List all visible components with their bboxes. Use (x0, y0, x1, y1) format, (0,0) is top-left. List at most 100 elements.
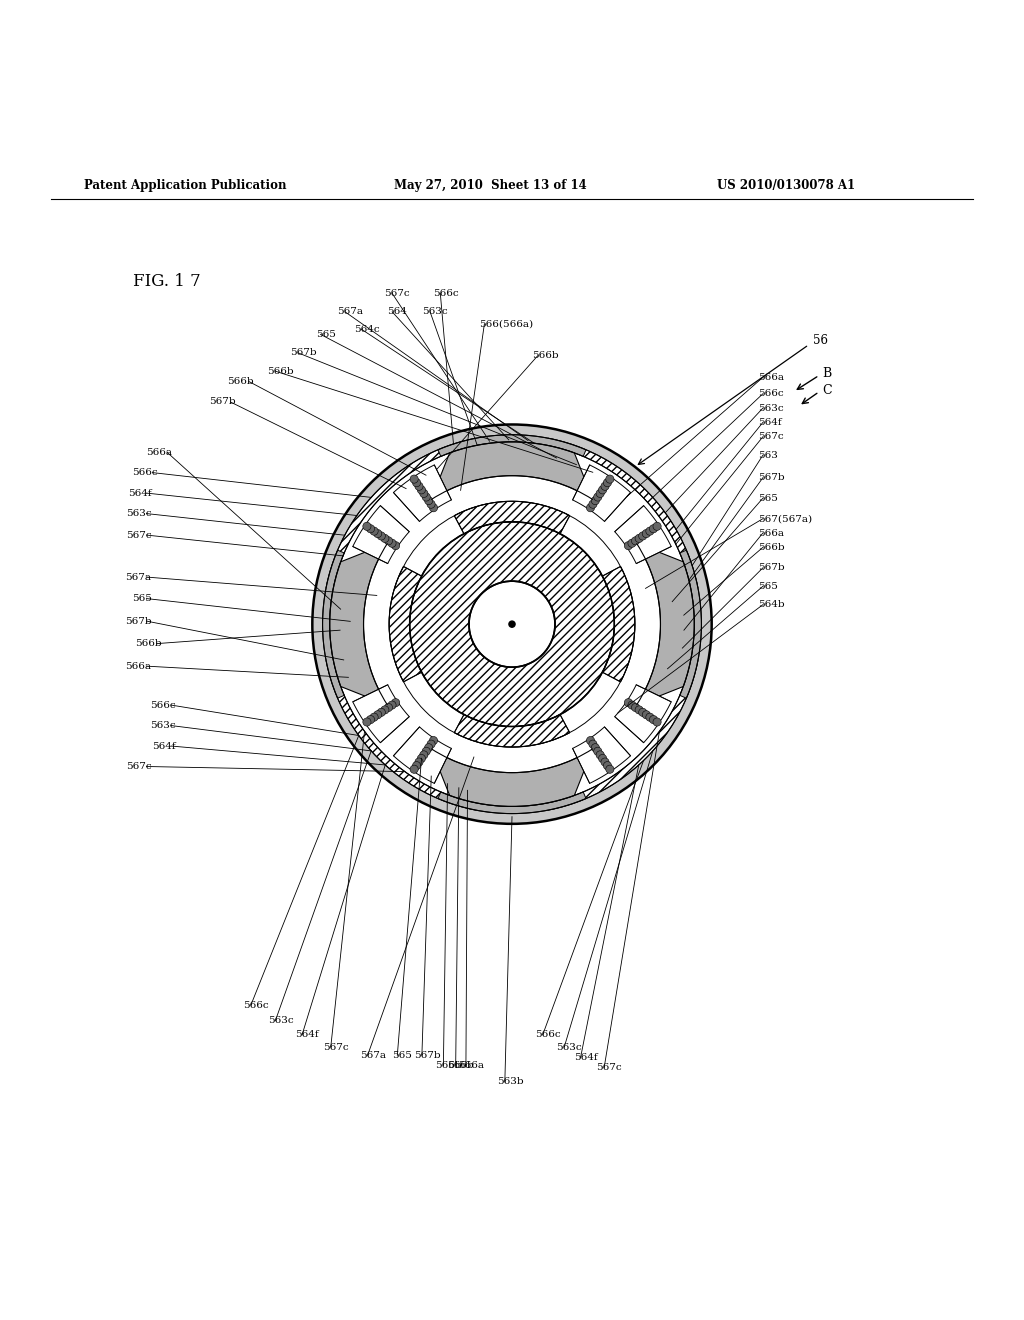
Polygon shape (602, 566, 635, 682)
Circle shape (388, 539, 396, 548)
Text: Patent Application Publication: Patent Application Publication (84, 180, 287, 191)
Text: 566c: 566c (758, 389, 783, 399)
Circle shape (377, 532, 385, 540)
Text: 566c: 566c (151, 701, 176, 710)
Circle shape (596, 751, 604, 759)
Polygon shape (323, 550, 344, 698)
Text: 566c: 566c (432, 289, 459, 298)
Circle shape (413, 762, 421, 770)
Polygon shape (455, 502, 569, 533)
Text: 564c: 564c (353, 325, 380, 334)
Text: 567c: 567c (323, 1043, 349, 1052)
Circle shape (427, 500, 435, 508)
Polygon shape (547, 659, 698, 810)
Circle shape (598, 755, 606, 763)
Circle shape (410, 766, 418, 774)
Circle shape (362, 718, 371, 726)
Circle shape (420, 490, 428, 498)
Polygon shape (389, 566, 422, 682)
Text: 567c: 567c (758, 432, 783, 441)
Circle shape (628, 701, 636, 709)
Text: May 27, 2010  Sheet 13 of 14: May 27, 2010 Sheet 13 of 14 (394, 180, 587, 191)
Text: 566b: 566b (532, 351, 559, 360)
Text: 565: 565 (132, 594, 152, 603)
Text: 567b: 567b (209, 397, 236, 407)
Circle shape (377, 709, 385, 717)
Text: 567c: 567c (596, 1063, 623, 1072)
Circle shape (639, 709, 647, 717)
Text: 563c: 563c (758, 404, 783, 413)
Circle shape (601, 758, 609, 766)
Text: 566b: 566b (435, 1061, 462, 1071)
Circle shape (370, 713, 378, 721)
Polygon shape (393, 465, 452, 521)
Text: 567c: 567c (126, 531, 152, 540)
Polygon shape (614, 506, 671, 564)
Polygon shape (572, 727, 631, 783)
Circle shape (391, 541, 399, 549)
Circle shape (596, 490, 604, 498)
Polygon shape (326, 659, 477, 810)
Circle shape (391, 698, 399, 706)
Text: 566c: 566c (132, 469, 158, 477)
Polygon shape (431, 442, 593, 500)
Circle shape (587, 504, 595, 512)
Circle shape (635, 706, 643, 714)
Text: FIG. 1 7: FIG. 1 7 (133, 273, 201, 289)
Text: 566b: 566b (135, 639, 162, 648)
Text: 563c: 563c (422, 308, 449, 317)
Circle shape (603, 479, 611, 487)
Polygon shape (680, 550, 701, 698)
Circle shape (384, 704, 392, 711)
Text: 563c: 563c (267, 1016, 294, 1024)
Circle shape (601, 482, 609, 490)
Circle shape (642, 529, 650, 537)
Polygon shape (614, 685, 671, 743)
Polygon shape (353, 506, 410, 564)
Circle shape (606, 475, 614, 483)
Text: 567c: 567c (384, 289, 411, 298)
Text: 566a: 566a (146, 447, 172, 457)
Circle shape (598, 486, 606, 494)
Circle shape (410, 521, 614, 726)
Text: 563b: 563b (497, 1077, 523, 1086)
Circle shape (589, 741, 597, 748)
Text: C: C (822, 384, 831, 397)
Polygon shape (353, 685, 410, 743)
Text: US 2010/0130078 A1: US 2010/0130078 A1 (717, 180, 855, 191)
Circle shape (632, 537, 640, 545)
Polygon shape (637, 544, 694, 705)
Circle shape (427, 741, 435, 748)
Text: 564f: 564f (128, 488, 152, 498)
Circle shape (625, 698, 633, 706)
Text: 566(566a): 566(566a) (479, 319, 534, 329)
Text: 567b: 567b (414, 1051, 440, 1060)
Circle shape (587, 737, 595, 744)
Circle shape (632, 704, 640, 711)
Circle shape (594, 747, 602, 755)
Text: 567b: 567b (758, 564, 784, 573)
Polygon shape (572, 465, 631, 521)
Circle shape (388, 701, 396, 709)
Text: 565: 565 (758, 494, 777, 503)
Circle shape (425, 496, 433, 504)
Text: 567(567a): 567(567a) (758, 515, 812, 523)
Circle shape (606, 766, 614, 774)
Text: 566b: 566b (758, 543, 784, 552)
Text: 566b: 566b (267, 367, 294, 376)
Circle shape (422, 492, 430, 502)
Circle shape (429, 504, 437, 512)
Circle shape (381, 535, 389, 543)
Circle shape (653, 718, 662, 726)
Text: 564f: 564f (295, 1031, 319, 1039)
Circle shape (653, 523, 662, 531)
Circle shape (422, 747, 430, 755)
Polygon shape (547, 438, 698, 590)
Circle shape (381, 706, 389, 714)
Circle shape (469, 581, 555, 667)
Circle shape (370, 527, 378, 535)
Text: 566b: 566b (447, 1061, 474, 1071)
Circle shape (625, 541, 633, 549)
Text: 565: 565 (315, 330, 336, 339)
Text: 567c: 567c (126, 762, 152, 771)
